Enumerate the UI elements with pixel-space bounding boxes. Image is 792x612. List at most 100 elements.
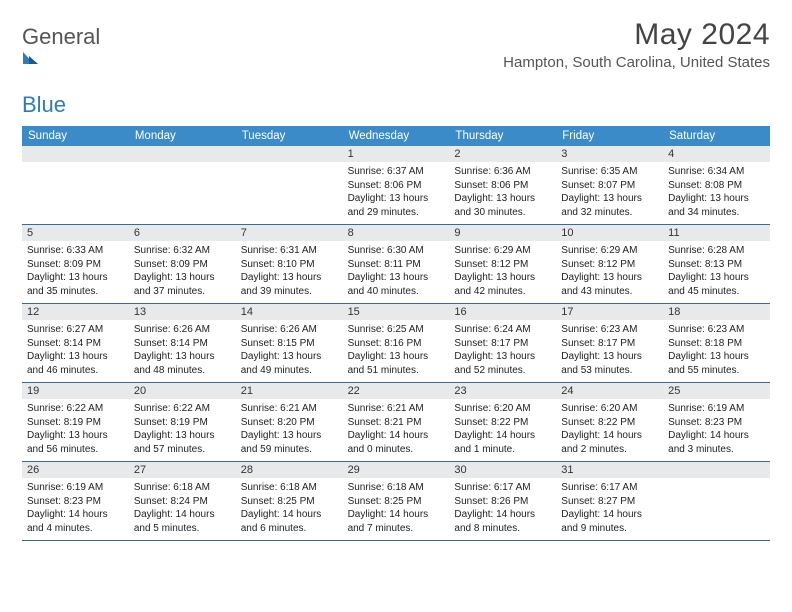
day-cell: 23Sunrise: 6:20 AMSunset: 8:22 PMDayligh…: [449, 383, 556, 461]
sunrise-text: Sunrise: 6:32 AM: [134, 244, 231, 258]
day-details: Sunrise: 6:23 AMSunset: 8:18 PMDaylight:…: [663, 320, 770, 381]
sunset-text: Sunset: 8:17 PM: [454, 337, 551, 351]
week-row: 26Sunrise: 6:19 AMSunset: 8:23 PMDayligh…: [22, 462, 770, 541]
day-number: 30: [449, 462, 556, 478]
sunset-text: Sunset: 8:06 PM: [454, 179, 551, 193]
day-cell: 9Sunrise: 6:29 AMSunset: 8:12 PMDaylight…: [449, 225, 556, 303]
day-number: 20: [129, 383, 236, 399]
daylight-text: Daylight: 13 hours and 39 minutes.: [241, 271, 338, 298]
day-cell: 17Sunrise: 6:23 AMSunset: 8:17 PMDayligh…: [556, 304, 663, 382]
day-number: 22: [343, 383, 450, 399]
day-cell: 30Sunrise: 6:17 AMSunset: 8:26 PMDayligh…: [449, 462, 556, 540]
weekday-header: Monday: [129, 126, 236, 146]
sunrise-text: Sunrise: 6:17 AM: [561, 481, 658, 495]
day-number: [663, 462, 770, 478]
day-details: Sunrise: 6:19 AMSunset: 8:23 PMDaylight:…: [22, 478, 129, 539]
brand-name-a: General: [22, 24, 100, 49]
day-number: 9: [449, 225, 556, 241]
daylight-text: Daylight: 13 hours and 57 minutes.: [134, 429, 231, 456]
day-cell: 1Sunrise: 6:37 AMSunset: 8:06 PMDaylight…: [343, 146, 450, 224]
sunset-text: Sunset: 8:21 PM: [348, 416, 445, 430]
week-row: 1Sunrise: 6:37 AMSunset: 8:06 PMDaylight…: [22, 146, 770, 225]
day-cell: 31Sunrise: 6:17 AMSunset: 8:27 PMDayligh…: [556, 462, 663, 540]
weekday-header: Saturday: [663, 126, 770, 146]
weekday-header: Wednesday: [343, 126, 450, 146]
sunset-text: Sunset: 8:08 PM: [668, 179, 765, 193]
calendar-page: GeneralBlue May 2024 Hampton, South Caro…: [0, 0, 792, 559]
sunrise-text: Sunrise: 6:29 AM: [561, 244, 658, 258]
sunrise-text: Sunrise: 6:34 AM: [668, 165, 765, 179]
daylight-text: Daylight: 13 hours and 43 minutes.: [561, 271, 658, 298]
day-cell: 15Sunrise: 6:25 AMSunset: 8:16 PMDayligh…: [343, 304, 450, 382]
day-details: Sunrise: 6:18 AMSunset: 8:25 PMDaylight:…: [236, 478, 343, 539]
day-details: Sunrise: 6:36 AMSunset: 8:06 PMDaylight:…: [449, 162, 556, 223]
day-number: 27: [129, 462, 236, 478]
sunrise-text: Sunrise: 6:37 AM: [348, 165, 445, 179]
day-cell: 12Sunrise: 6:27 AMSunset: 8:14 PMDayligh…: [22, 304, 129, 382]
daylight-text: Daylight: 13 hours and 45 minutes.: [668, 271, 765, 298]
daylight-text: Daylight: 13 hours and 51 minutes.: [348, 350, 445, 377]
daylight-text: Daylight: 14 hours and 3 minutes.: [668, 429, 765, 456]
day-details: Sunrise: 6:32 AMSunset: 8:09 PMDaylight:…: [129, 241, 236, 302]
day-number: 24: [556, 383, 663, 399]
day-details: Sunrise: 6:17 AMSunset: 8:26 PMDaylight:…: [449, 478, 556, 539]
day-cell: 2Sunrise: 6:36 AMSunset: 8:06 PMDaylight…: [449, 146, 556, 224]
day-cell: 27Sunrise: 6:18 AMSunset: 8:24 PMDayligh…: [129, 462, 236, 540]
day-number: 28: [236, 462, 343, 478]
brand-name-b: Blue: [22, 92, 66, 117]
day-details: Sunrise: 6:27 AMSunset: 8:14 PMDaylight:…: [22, 320, 129, 381]
sunrise-text: Sunrise: 6:18 AM: [241, 481, 338, 495]
day-details: Sunrise: 6:29 AMSunset: 8:12 PMDaylight:…: [449, 241, 556, 302]
daylight-text: Daylight: 13 hours and 56 minutes.: [27, 429, 124, 456]
daylight-text: Daylight: 14 hours and 4 minutes.: [27, 508, 124, 535]
day-cell: 10Sunrise: 6:29 AMSunset: 8:12 PMDayligh…: [556, 225, 663, 303]
sunset-text: Sunset: 8:09 PM: [134, 258, 231, 272]
sunrise-text: Sunrise: 6:20 AM: [454, 402, 551, 416]
day-cell: 3Sunrise: 6:35 AMSunset: 8:07 PMDaylight…: [556, 146, 663, 224]
day-number: 6: [129, 225, 236, 241]
daylight-text: Daylight: 13 hours and 29 minutes.: [348, 192, 445, 219]
daylight-text: Daylight: 13 hours and 42 minutes.: [454, 271, 551, 298]
sunset-text: Sunset: 8:15 PM: [241, 337, 338, 351]
day-details: Sunrise: 6:31 AMSunset: 8:10 PMDaylight:…: [236, 241, 343, 302]
daylight-text: Daylight: 14 hours and 8 minutes.: [454, 508, 551, 535]
day-details: Sunrise: 6:24 AMSunset: 8:17 PMDaylight:…: [449, 320, 556, 381]
daylight-text: Daylight: 13 hours and 32 minutes.: [561, 192, 658, 219]
sunset-text: Sunset: 8:23 PM: [27, 495, 124, 509]
daylight-text: Daylight: 13 hours and 37 minutes.: [134, 271, 231, 298]
day-number: 8: [343, 225, 450, 241]
day-cell: 28Sunrise: 6:18 AMSunset: 8:25 PMDayligh…: [236, 462, 343, 540]
daylight-text: Daylight: 13 hours and 40 minutes.: [348, 271, 445, 298]
daylight-text: Daylight: 13 hours and 52 minutes.: [454, 350, 551, 377]
sunset-text: Sunset: 8:20 PM: [241, 416, 338, 430]
daylight-text: Daylight: 13 hours and 34 minutes.: [668, 192, 765, 219]
sunrise-text: Sunrise: 6:19 AM: [27, 481, 124, 495]
weekday-header: Thursday: [449, 126, 556, 146]
sunrise-text: Sunrise: 6:27 AM: [27, 323, 124, 337]
day-cell: 22Sunrise: 6:21 AMSunset: 8:21 PMDayligh…: [343, 383, 450, 461]
day-cell: [129, 146, 236, 224]
sunrise-text: Sunrise: 6:19 AM: [668, 402, 765, 416]
day-number: 1: [343, 146, 450, 162]
calendar-grid: SundayMondayTuesdayWednesdayThursdayFrid…: [22, 126, 770, 541]
sunrise-text: Sunrise: 6:21 AM: [348, 402, 445, 416]
day-details: Sunrise: 6:25 AMSunset: 8:16 PMDaylight:…: [343, 320, 450, 381]
day-cell: 24Sunrise: 6:20 AMSunset: 8:22 PMDayligh…: [556, 383, 663, 461]
day-cell: 18Sunrise: 6:23 AMSunset: 8:18 PMDayligh…: [663, 304, 770, 382]
day-details: Sunrise: 6:34 AMSunset: 8:08 PMDaylight:…: [663, 162, 770, 223]
sunset-text: Sunset: 8:10 PM: [241, 258, 338, 272]
day-number: 26: [22, 462, 129, 478]
sunrise-text: Sunrise: 6:17 AM: [454, 481, 551, 495]
daylight-text: Daylight: 13 hours and 30 minutes.: [454, 192, 551, 219]
brand-name: General Blue: [22, 24, 100, 118]
sunrise-text: Sunrise: 6:23 AM: [668, 323, 765, 337]
day-details: Sunrise: 6:20 AMSunset: 8:22 PMDaylight:…: [556, 399, 663, 460]
day-number: 31: [556, 462, 663, 478]
day-number: 25: [663, 383, 770, 399]
day-details: Sunrise: 6:26 AMSunset: 8:15 PMDaylight:…: [236, 320, 343, 381]
sunrise-text: Sunrise: 6:30 AM: [348, 244, 445, 258]
day-cell: 7Sunrise: 6:31 AMSunset: 8:10 PMDaylight…: [236, 225, 343, 303]
weekday-header-row: SundayMondayTuesdayWednesdayThursdayFrid…: [22, 126, 770, 146]
day-details: Sunrise: 6:20 AMSunset: 8:22 PMDaylight:…: [449, 399, 556, 460]
daylight-text: Daylight: 14 hours and 9 minutes.: [561, 508, 658, 535]
